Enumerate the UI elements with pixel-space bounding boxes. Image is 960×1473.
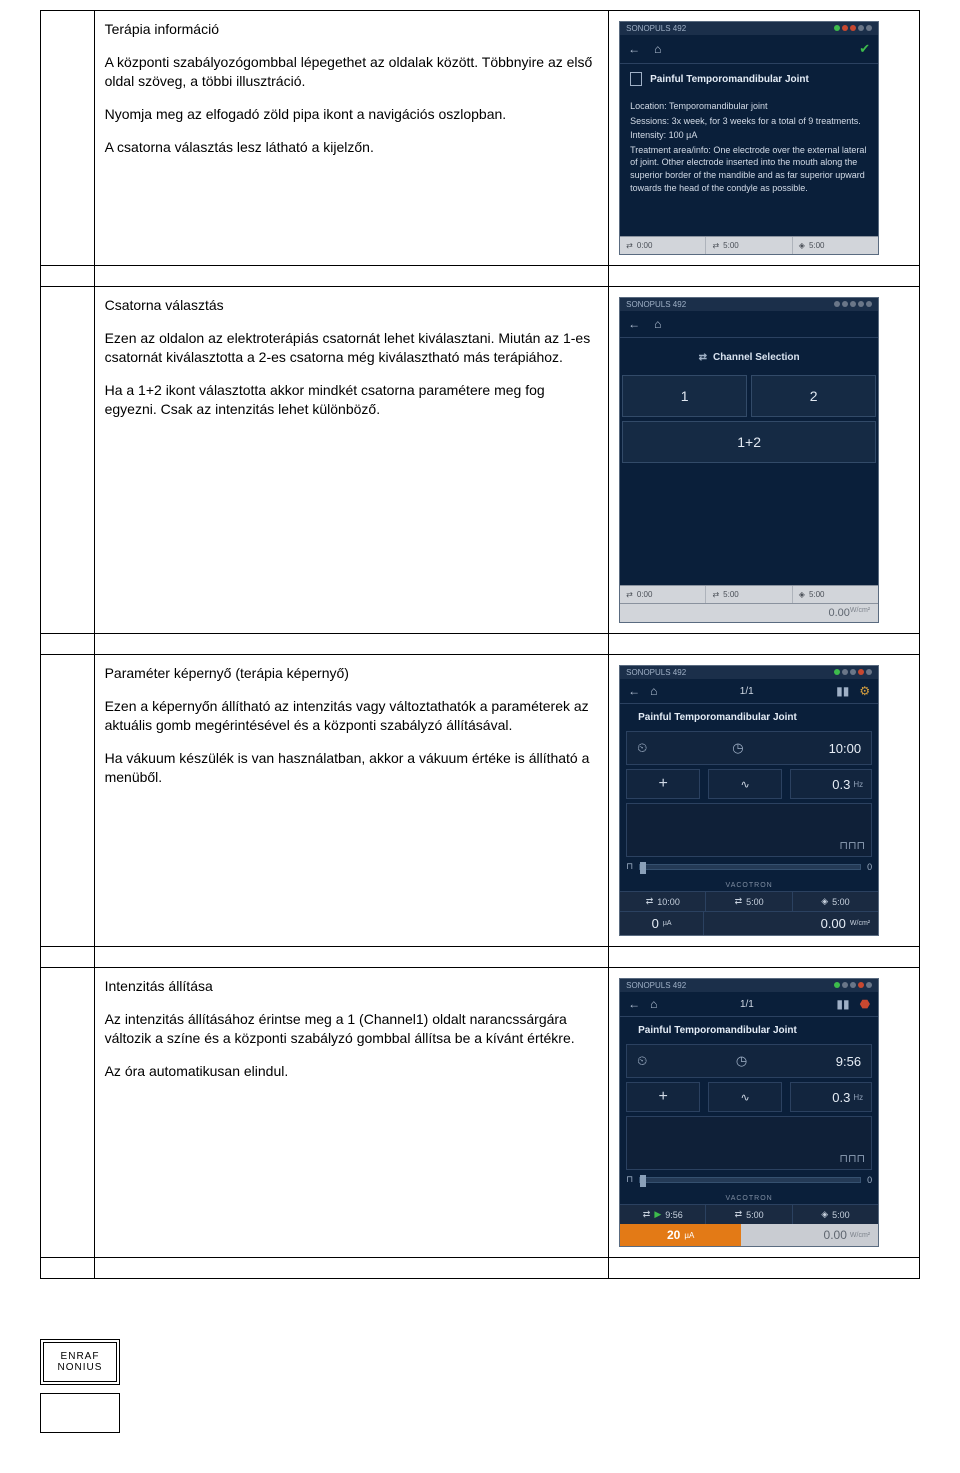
device-model: SONOPULS 492	[626, 981, 686, 990]
status-dots	[832, 24, 872, 33]
waveform-display: ⊓⊓⊓	[626, 803, 872, 857]
clock-icon: ◷	[732, 740, 743, 756]
device-screenshot-2: SONOPULS 492 ← ⌂ Channel Selection 1 2 1…	[609, 287, 920, 634]
section-therapy-info: Terápia információ A központi szabályozó…	[94, 11, 609, 266]
paragraph: Az óra automatikusan elindul.	[105, 1062, 599, 1081]
device-model: SONOPULS 492	[626, 24, 686, 33]
clock-icon: ◷	[736, 1053, 747, 1069]
device-navbar: ← ⌂ ✔	[620, 35, 878, 64]
section-param-screen: Paraméter képernyő (terápia képernyő) Ez…	[94, 655, 609, 947]
intensity-inactive: 0.00 W/cm²	[741, 1224, 878, 1246]
page-number-box	[40, 1393, 120, 1433]
footer-value: 0.00	[828, 607, 849, 619]
back-icon[interactable]: ←	[628, 42, 640, 56]
slider[interactable]: ⊓ 0	[626, 861, 872, 872]
screen-title: Painful Temporomandibular Joint	[650, 74, 809, 85]
back-icon[interactable]: ←	[628, 997, 640, 1011]
time-row[interactable]: ⏲ ◷ 10:00	[626, 731, 872, 765]
intensity-active[interactable]: 20µA	[620, 1224, 741, 1246]
paragraph: Az intenzitás állításához érintse meg a …	[105, 1010, 599, 1048]
pause-icon[interactable]: ▮▮	[836, 684, 849, 698]
paragraph: Ha a 1+2 ikont választotta akkor mindkét…	[105, 381, 599, 419]
wave-icon: ⇄	[626, 241, 633, 250]
freq-display[interactable]: 0.3 Hz	[790, 1082, 872, 1112]
time-icon: ⏲	[637, 740, 647, 756]
section-intensity: Intenzitás állítása Az intenzitás állítá…	[94, 968, 609, 1258]
document-icon	[630, 72, 642, 86]
enraf-nonius-logo: ENRAF NONIUS	[40, 1339, 120, 1385]
section-channel-select: Csatorna választás Ezen az oldalon az el…	[94, 287, 609, 634]
channel-1-button[interactable]: 1	[622, 375, 747, 417]
wave-button[interactable]: ∿	[708, 1082, 782, 1112]
time-icon: ⏲	[637, 1053, 647, 1069]
section-title: Intenzitás állítása	[105, 978, 599, 994]
wave-icon: ⇄	[626, 590, 633, 599]
play-icon: ▶	[654, 1209, 661, 1220]
ultrasound-icon: ◈	[799, 590, 805, 599]
home-icon[interactable]: ⌂	[650, 997, 657, 1011]
page-indicator: 1/1	[740, 686, 754, 697]
home-icon[interactable]: ⌂	[654, 42, 661, 56]
pulse-icon: ⊓	[626, 861, 633, 872]
device-footer: ⇄0:00 ⇄5:00 ◈5:00	[620, 236, 878, 254]
back-icon[interactable]: ←	[628, 684, 640, 698]
back-icon[interactable]: ←	[628, 317, 640, 331]
plus-button[interactable]: +	[626, 1082, 700, 1112]
time-row[interactable]: ⏲ ◷ 9:56	[626, 1044, 872, 1078]
paragraph: Nyomja meg az elfogadó zöld pipa ikont a…	[105, 105, 599, 124]
freq-display[interactable]: 0.3 Hz	[790, 769, 872, 799]
wave-icon: ⇄	[646, 896, 654, 907]
left-gutter	[41, 11, 95, 266]
pause-icon[interactable]: ▮▮	[836, 997, 849, 1011]
home-icon[interactable]: ⌂	[650, 684, 657, 698]
vacotron-label: VACOTRON	[620, 880, 878, 891]
vacotron-label: VACOTRON	[620, 1193, 878, 1204]
ultrasound-icon: ◈	[799, 241, 805, 250]
home-icon[interactable]: ⌂	[654, 317, 661, 331]
device-screenshot-3: SONOPULS 492 ←⌂ 1/1 ▮▮⚙ Painful Temporom…	[609, 655, 920, 947]
stop-icon[interactable]: ⬣	[860, 997, 870, 1011]
info-text-body: Location: Temporomandibular joint Sessio…	[620, 94, 878, 206]
wave-icon: ⇄	[643, 1209, 651, 1220]
wave-icon: ⇄	[735, 1209, 743, 1220]
plus-button[interactable]: +	[626, 769, 700, 799]
paragraph: Ezen a képernyőn állítható az intenzitás…	[105, 697, 599, 735]
device-screenshot-1: SONOPULS 492 ← ⌂ ✔ Painful Temporomandib…	[609, 11, 920, 266]
paragraph: A csatorna választás lesz látható a kije…	[105, 138, 599, 157]
section-title: Terápia információ	[105, 21, 599, 37]
channel-2-button[interactable]: 2	[751, 375, 876, 417]
device-screenshot-4: SONOPULS 492 ←⌂ 1/1 ▮▮⬣ Painful Temporom…	[609, 968, 920, 1258]
channel-12-button[interactable]: 1+2	[622, 421, 876, 463]
section-title: Paraméter képernyő (terápia képernyő)	[105, 665, 599, 681]
wave-icon: ⇄	[712, 590, 719, 599]
channel-selection-title: Channel Selection	[620, 338, 878, 373]
waveform-display: ⊓⊓⊓	[626, 1116, 872, 1170]
gear-icon[interactable]: ⚙	[859, 684, 870, 698]
ultrasound-icon: ◈	[821, 896, 828, 907]
wave-button[interactable]: ∿	[708, 769, 782, 799]
page-indicator: 1/1	[740, 999, 754, 1010]
document-table: Terápia információ A központi szabályozó…	[40, 10, 920, 1279]
paragraph: Ha vákuum készülék is van használatban, …	[105, 749, 599, 787]
pulse-icon: ⊓	[626, 1174, 633, 1185]
paragraph: Ezen az oldalon az elektroterápiás csato…	[105, 329, 599, 367]
paragraph: A központi szabályozógombbal lépegethet …	[105, 53, 599, 91]
section-title: Csatorna választás	[105, 297, 599, 313]
device-model: SONOPULS 492	[626, 300, 686, 309]
ultrasound-icon: ◈	[821, 1209, 828, 1220]
status-dots	[832, 300, 872, 309]
device-model: SONOPULS 492	[626, 668, 686, 677]
footer-unit: W/cm²	[850, 607, 870, 619]
wave-icon: ⇄	[735, 896, 743, 907]
slider[interactable]: ⊓ 0	[626, 1174, 872, 1185]
accept-icon[interactable]: ✔	[859, 41, 870, 57]
wave-icon: ⇄	[712, 241, 719, 250]
